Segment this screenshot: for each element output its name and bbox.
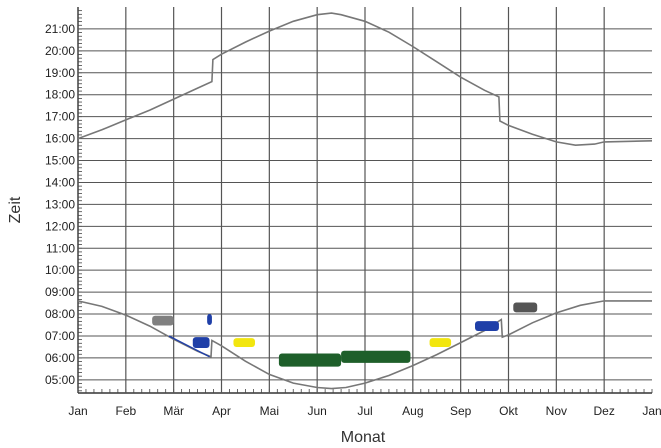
y-tick-label: 20:00 <box>45 44 75 58</box>
event-marker <box>152 315 174 326</box>
y-tick-label: 06:00 <box>45 351 75 365</box>
y-tick-label: 11:00 <box>46 241 75 255</box>
y-tick-label: 13:00 <box>45 197 75 211</box>
x-tick-label: Jan <box>68 404 87 418</box>
x-tick-label: Jun <box>307 404 326 418</box>
event-marker <box>475 321 499 332</box>
event-marker <box>341 350 411 363</box>
event-marker <box>207 314 212 326</box>
x-tick-label: Sep <box>450 404 472 418</box>
x-tick-label: Feb <box>115 404 136 418</box>
x-tick-label: Jan <box>642 404 661 418</box>
x-tick-label: Nov <box>546 404 567 418</box>
y-tick-label: 12:00 <box>45 219 75 233</box>
y-tick-label: 21:00 <box>45 22 75 36</box>
x-tick-label: Dez <box>593 404 614 418</box>
series-line-1 <box>77 12 653 147</box>
x-axis-label: Monat <box>341 429 386 446</box>
y-tick-label: 05:00 <box>45 373 75 387</box>
x-tick-label: Jul <box>357 404 372 418</box>
x-tick-label: Mai <box>260 404 279 418</box>
event-marker <box>429 338 452 347</box>
y-axis-label: Zeit <box>7 196 24 223</box>
y-tick-label: 09:00 <box>45 285 75 299</box>
y-tick-label: 18:00 <box>45 88 75 102</box>
x-tick-label: Okt <box>499 404 518 418</box>
y-tick-label: 08:00 <box>45 307 75 321</box>
event-marker <box>233 338 255 347</box>
event-marker <box>513 302 538 313</box>
x-tick-label: Mär <box>163 404 184 418</box>
y-tick-label: 10:00 <box>45 263 75 277</box>
x-tick-label: Apr <box>212 404 231 418</box>
y-tick-label: 19:00 <box>45 66 75 80</box>
x-tick-label: Aug <box>402 404 423 418</box>
y-tick-label: 17:00 <box>45 110 75 124</box>
series-highlight-segment <box>168 335 210 358</box>
y-tick-label: 07:00 <box>45 329 75 343</box>
y-tick-label: 15:00 <box>45 154 75 168</box>
y-tick-label: 14:00 <box>45 175 75 189</box>
event-marker <box>192 337 210 349</box>
event-marker <box>278 353 342 367</box>
y-tick-label: 16:00 <box>45 132 75 146</box>
